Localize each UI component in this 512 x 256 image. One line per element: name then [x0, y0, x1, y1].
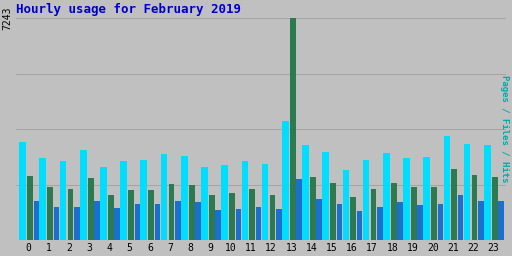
Bar [484, 145, 490, 240]
Bar [19, 142, 26, 240]
Bar [452, 169, 457, 240]
Bar [383, 153, 390, 240]
Bar [276, 209, 282, 240]
Bar [302, 145, 309, 240]
Bar [33, 200, 39, 240]
Bar [377, 207, 382, 240]
Bar [343, 170, 349, 240]
Bar [74, 207, 79, 240]
Bar [443, 136, 450, 240]
Bar [411, 187, 417, 240]
Bar [60, 161, 67, 240]
Bar [492, 177, 498, 240]
Bar [181, 156, 187, 240]
Bar [310, 177, 316, 240]
Bar [464, 144, 471, 240]
Bar [209, 195, 215, 240]
Bar [39, 157, 46, 240]
Bar [168, 184, 175, 240]
Bar [316, 199, 322, 240]
Bar [27, 176, 33, 240]
Bar [296, 179, 302, 240]
Bar [175, 201, 181, 240]
Bar [135, 204, 140, 240]
Bar [330, 183, 336, 240]
Bar [100, 167, 107, 240]
Bar [161, 154, 167, 240]
Bar [114, 208, 120, 240]
Bar [290, 18, 295, 240]
Bar [249, 189, 255, 240]
Bar [362, 160, 369, 240]
Bar [438, 204, 443, 240]
Bar [270, 195, 275, 240]
Bar [431, 187, 437, 240]
Bar [54, 207, 59, 240]
Bar [371, 189, 376, 240]
Bar [458, 195, 463, 240]
Bar [88, 178, 94, 240]
Text: Hourly usage for February 2019: Hourly usage for February 2019 [15, 3, 241, 16]
Bar [397, 202, 403, 240]
Bar [195, 202, 201, 240]
Bar [351, 197, 356, 240]
Bar [216, 210, 221, 240]
Bar [478, 200, 484, 240]
Bar [256, 207, 262, 240]
Bar [472, 175, 477, 240]
Bar [242, 161, 248, 240]
Bar [108, 195, 114, 240]
Bar [357, 211, 362, 240]
Bar [94, 200, 100, 240]
Bar [498, 201, 504, 240]
Bar [323, 152, 329, 240]
Bar [68, 189, 73, 240]
Bar [201, 167, 208, 240]
Bar [262, 164, 268, 240]
Bar [148, 190, 154, 240]
Bar [120, 161, 127, 240]
Bar [221, 165, 228, 240]
Bar [282, 121, 289, 240]
Y-axis label: Pages / Files / Hits: Pages / Files / Hits [500, 75, 509, 183]
Bar [236, 209, 241, 240]
Bar [155, 204, 160, 240]
Bar [417, 205, 423, 240]
Bar [189, 185, 195, 240]
Bar [229, 193, 235, 240]
Bar [140, 160, 147, 240]
Bar [391, 183, 397, 240]
Bar [129, 190, 134, 240]
Bar [336, 204, 342, 240]
Bar [403, 158, 410, 240]
Bar [423, 157, 430, 240]
Bar [48, 187, 53, 240]
Bar [80, 150, 87, 240]
